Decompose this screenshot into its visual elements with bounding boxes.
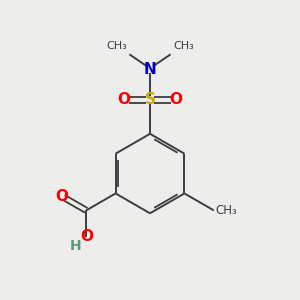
Text: S: S (145, 92, 155, 107)
Text: CH₃: CH₃ (173, 41, 194, 51)
Text: O: O (56, 189, 69, 204)
Text: CH₃: CH₃ (215, 204, 237, 217)
Text: H: H (70, 239, 82, 253)
Text: CH₃: CH₃ (106, 41, 127, 51)
Text: O: O (80, 230, 93, 244)
Text: N: N (144, 61, 156, 76)
Text: O: O (170, 92, 183, 107)
Text: O: O (117, 92, 130, 107)
